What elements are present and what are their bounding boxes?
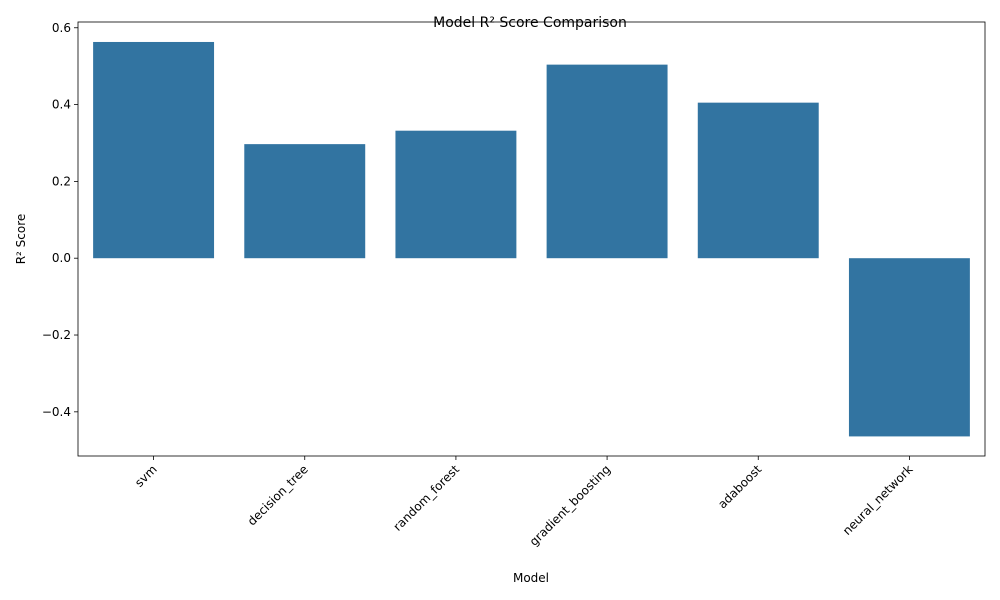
bar-decision-tree [244,144,366,259]
y-tick-label: 0.2 [52,174,71,188]
y-tick-label: 0.6 [52,21,71,35]
y-axis-ticks: −0.4 −0.2 0.0 0.2 0.4 0.6 [42,21,78,419]
y-axis-label: R² Score [14,214,28,265]
bar-neural-network [848,258,970,437]
chart-title: Model R² Score Comparison [433,15,627,31]
bars-group [93,41,970,437]
x-axis-label: Model [513,571,549,585]
bar-random-forest [395,130,517,259]
y-tick-label: −0.4 [42,405,71,419]
y-tick-label: −0.2 [42,328,71,342]
bar-svm [93,41,215,259]
axes-frame [77,21,986,457]
bar-gradient-boosting [546,64,668,259]
bar-adaboost [697,102,819,259]
y-tick-label: 0.0 [52,251,71,265]
y-tick-label: 0.4 [52,98,71,112]
